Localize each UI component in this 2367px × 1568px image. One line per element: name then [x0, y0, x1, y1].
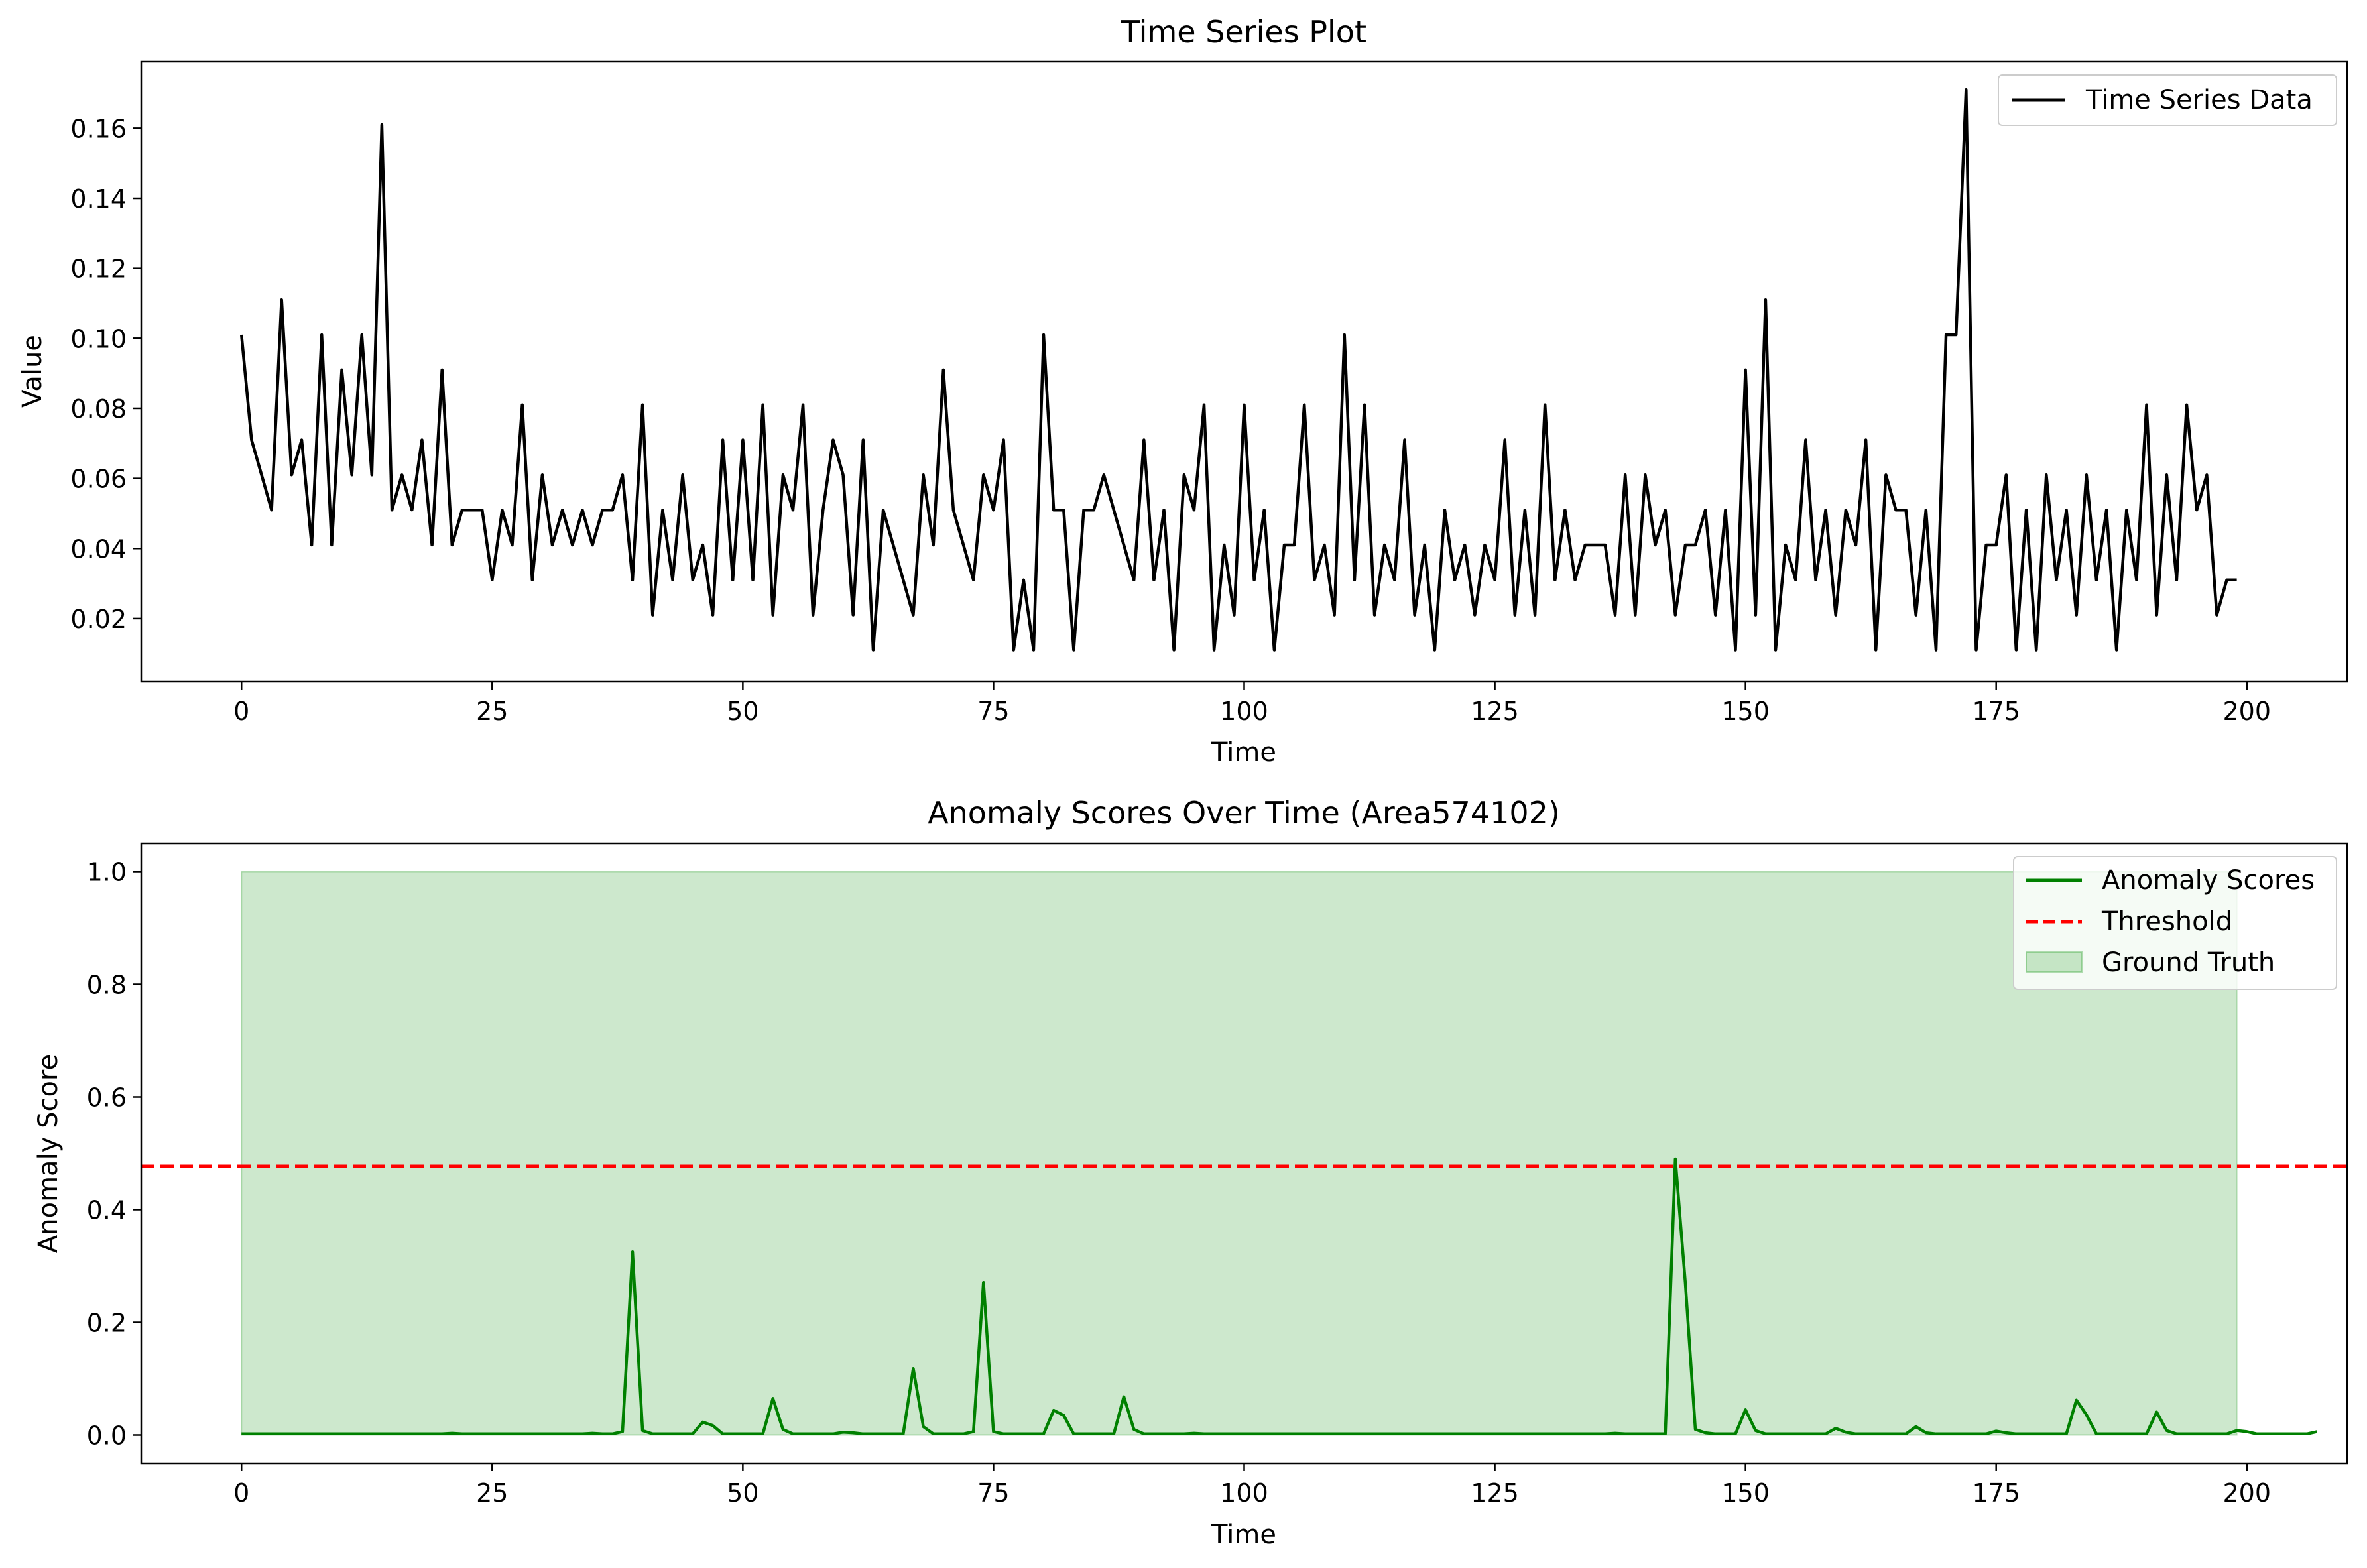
- x-tick-label: 100: [1220, 697, 1268, 726]
- legend: Time Series Data: [1998, 74, 2337, 126]
- x-tick-label: 175: [1972, 1478, 2020, 1508]
- time-series-chart: Time Series Plot 0 25 50 75 100 125 150 175 200 …: [17, 14, 2348, 768]
- x-tick-label: 0: [233, 1478, 249, 1508]
- chart-title: Time Series Plot: [1121, 14, 1366, 50]
- y-tick-label: 0.06: [70, 465, 127, 494]
- x-tick-label: 200: [2223, 697, 2272, 726]
- y-axis-label: Anomaly Score: [33, 1054, 64, 1253]
- chart-title: Anomaly Scores Over Time (Area574102): [928, 795, 1560, 831]
- anomaly-score-line: [241, 1157, 2318, 1436]
- x-tick-label: 100: [1220, 1478, 1268, 1508]
- y-tick-label: 0.6: [87, 1083, 127, 1113]
- x-tick-label: 125: [1471, 697, 1519, 726]
- y-tick-label: 0.0: [87, 1421, 127, 1451]
- legend-label: Ground Truth: [2102, 947, 2275, 978]
- x-tick-label: 50: [727, 697, 759, 726]
- x-axis-label: Time: [1211, 737, 1276, 768]
- legend-label: Threshold: [2101, 906, 2232, 937]
- legend-box: [2013, 856, 2337, 990]
- x-tick-label: 50: [727, 1478, 759, 1508]
- x-tick-label: 25: [476, 1478, 508, 1508]
- x-tick-label: 200: [2223, 1478, 2272, 1508]
- y-tick-label: 0.08: [70, 394, 127, 424]
- x-tick-label: 125: [1471, 1478, 1519, 1508]
- y-tick-label: 0.8: [87, 971, 127, 1000]
- legend-label: Time Series Data: [2085, 85, 2313, 115]
- legend-label: Anomaly Scores: [2102, 865, 2315, 896]
- y-tick-label: 0.2: [87, 1309, 127, 1338]
- legend: Anomaly Scores Threshold Ground Truth: [2013, 856, 2337, 990]
- y-tick-label: 0.04: [70, 534, 127, 564]
- y-tick-label: 1.0: [87, 858, 127, 887]
- plot-frame: [140, 60, 2348, 683]
- x-tick-label: 150: [1721, 1478, 1770, 1508]
- x-tick-label: 0: [233, 697, 249, 726]
- legend-fill-swatch: [2026, 951, 2083, 973]
- ground-truth-area: [241, 871, 2238, 1436]
- time-series-line: [239, 88, 2237, 652]
- legend-box: [1998, 74, 2337, 126]
- y-tick-label: 0.10: [70, 324, 127, 353]
- anomaly-score-chart: Anomaly Scores Over Time (Area574102) 0 2…: [33, 795, 2348, 1550]
- y-tick-label: 0.12: [70, 255, 127, 284]
- x-tick-label: 25: [476, 697, 508, 726]
- y-tick-label: 0.02: [70, 605, 127, 634]
- x-tick-label: 175: [1972, 697, 2020, 726]
- y-tick-label: 0.4: [87, 1196, 127, 1225]
- y-axis-label: Value: [17, 335, 48, 408]
- y-tick-label: 0.16: [70, 114, 127, 143]
- x-axis-label: Time: [1211, 1520, 1276, 1550]
- y-tick-label: 0.14: [70, 184, 127, 213]
- x-tick-label: 150: [1721, 697, 1770, 726]
- x-tick-label: 75: [977, 697, 1009, 726]
- x-tick-label: 75: [977, 1478, 1009, 1508]
